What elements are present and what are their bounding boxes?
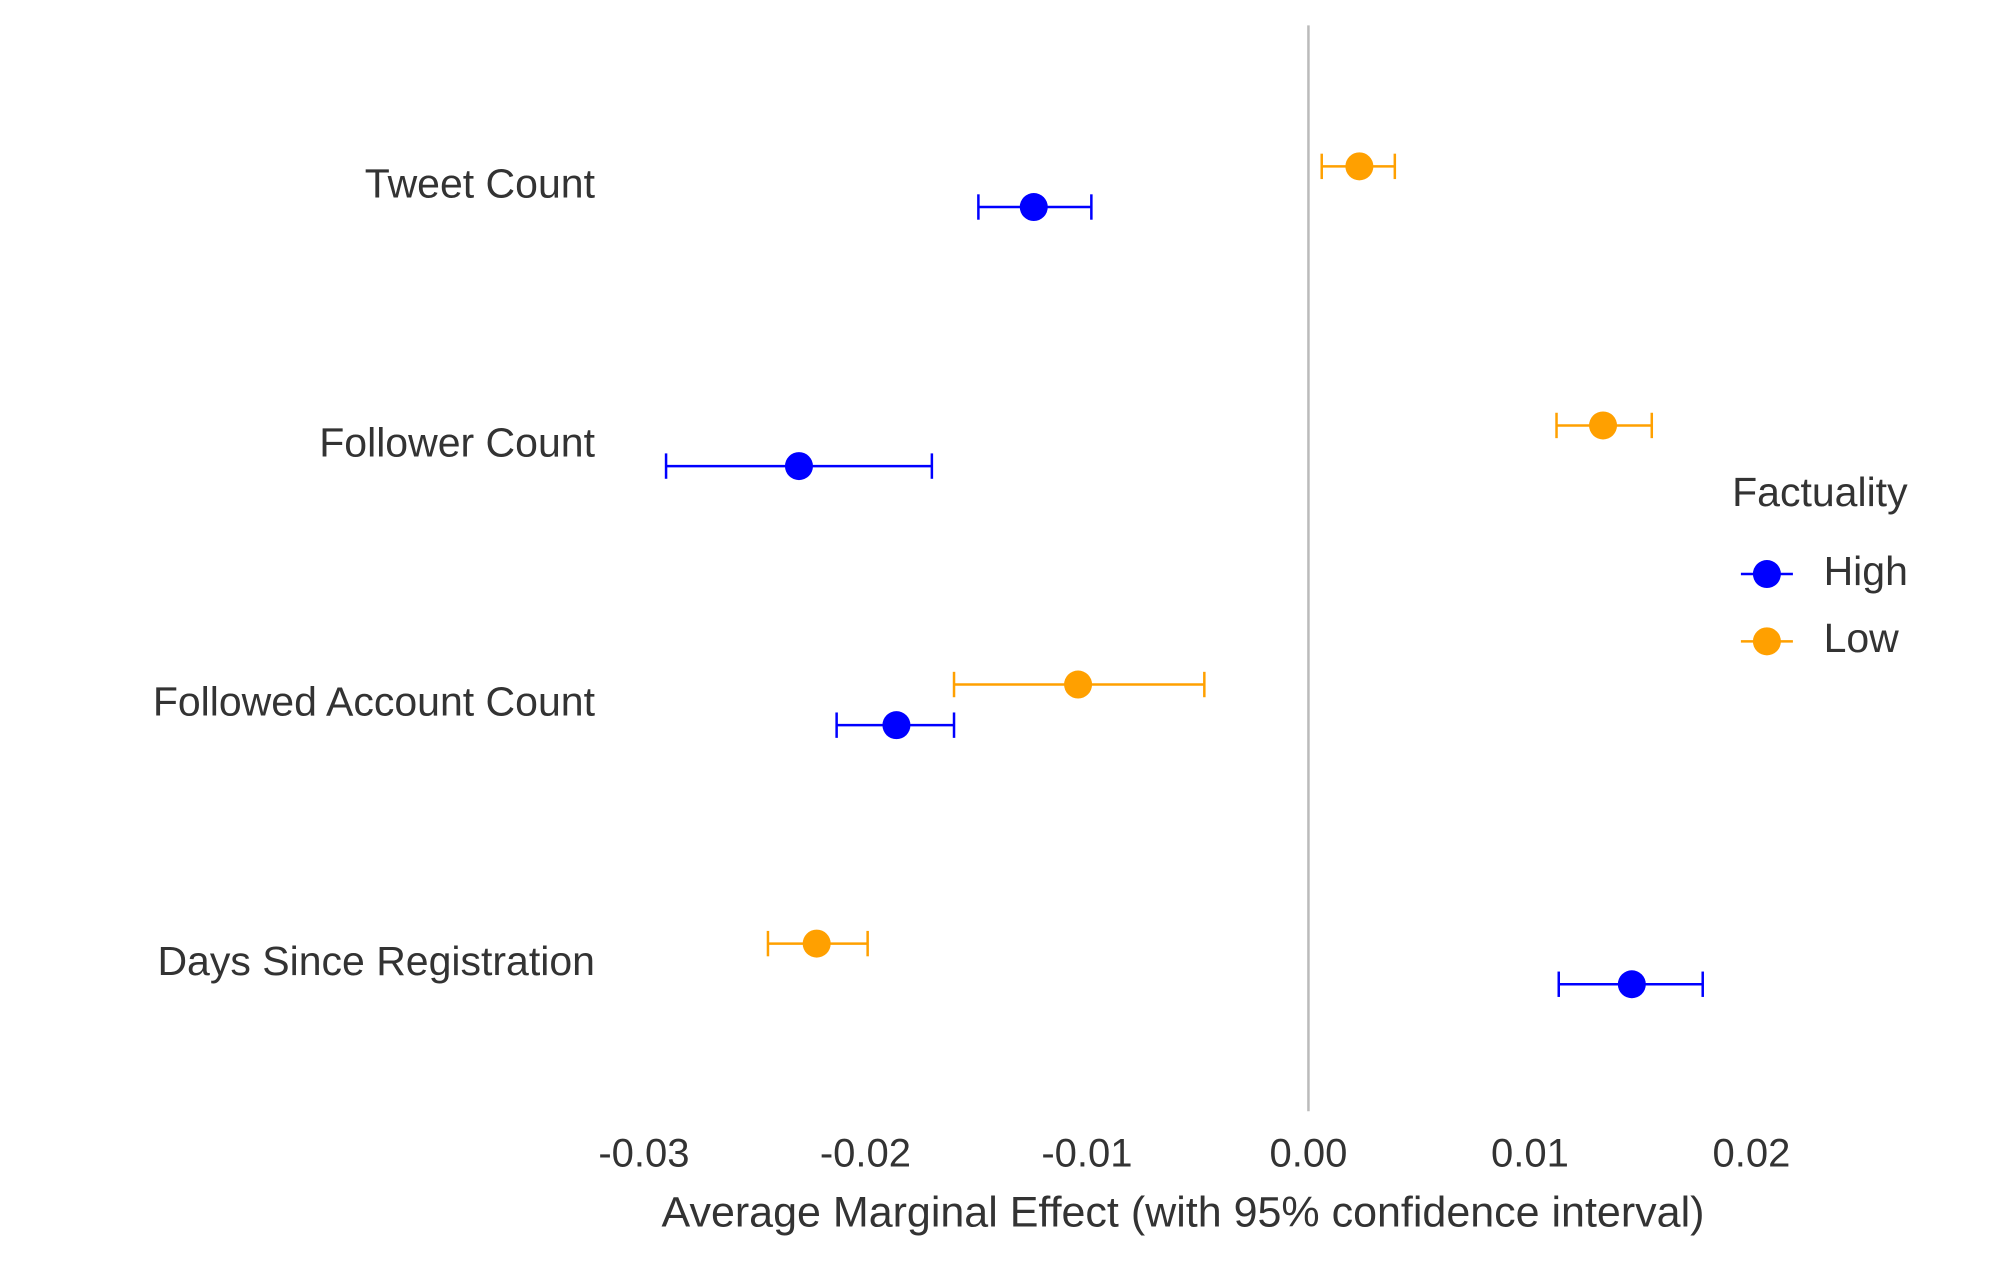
x-tick-label: -0.01 xyxy=(1041,1131,1132,1175)
point xyxy=(784,452,813,481)
point xyxy=(1064,670,1093,699)
point xyxy=(882,711,911,740)
point xyxy=(1617,970,1646,999)
point xyxy=(1589,411,1618,440)
point xyxy=(1019,193,1048,222)
legend-label: Low xyxy=(1824,615,1900,661)
y-tick-label: Follower Count xyxy=(319,420,595,466)
y-tick-label: Tweet Count xyxy=(365,161,596,207)
point xyxy=(802,929,831,958)
y-tick-label: Days Since Registration xyxy=(157,938,595,984)
legend-label: High xyxy=(1824,548,1908,594)
legend-key xyxy=(1752,560,1781,589)
legend-key xyxy=(1752,627,1781,656)
legend-title: Factuality xyxy=(1732,469,1908,515)
x-tick-label: 0.02 xyxy=(1713,1131,1791,1175)
point xyxy=(1345,152,1374,181)
x-tick-label: -0.02 xyxy=(820,1131,911,1175)
x-tick-label: 0.00 xyxy=(1270,1131,1348,1175)
x-tick-label: -0.03 xyxy=(598,1131,689,1175)
y-tick-label: Followed Account Count xyxy=(153,679,596,725)
x-tick-label: 0.01 xyxy=(1491,1131,1569,1175)
x-axis-title: Average Marginal Effect (with 95% confid… xyxy=(662,1188,1705,1236)
